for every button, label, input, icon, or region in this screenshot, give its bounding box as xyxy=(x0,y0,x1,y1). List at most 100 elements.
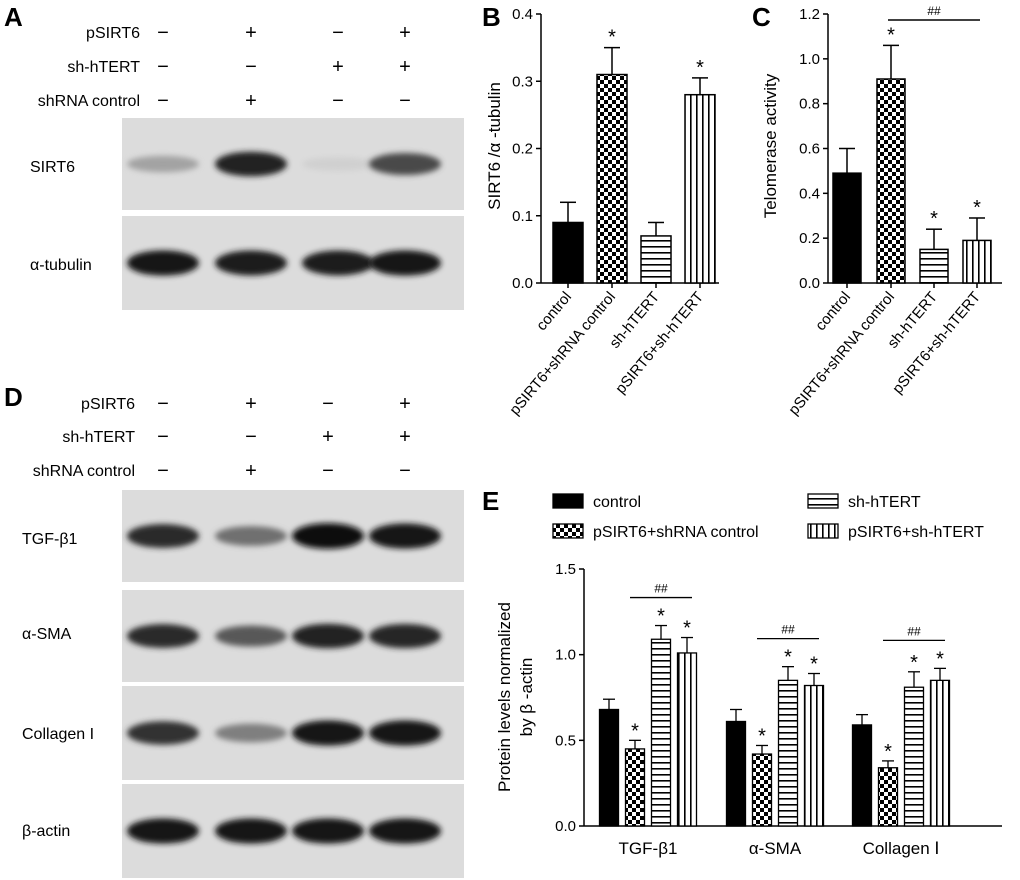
blot-sign: + xyxy=(399,426,411,448)
blot-sign: − xyxy=(157,393,169,415)
blot-bottom-band-label: TGF-β1 xyxy=(22,531,78,548)
blot-sign: − xyxy=(157,56,169,78)
x-tick-label: α-SMA xyxy=(749,839,802,858)
blot-band xyxy=(215,818,287,844)
blot-bottom-row-label: pSIRT6 xyxy=(81,396,135,413)
bar xyxy=(684,93,716,284)
chart-sirt6-ratio: SIRT6 /α -tubulin 0.0 0.1 0.2 0.3 0.4 control… xyxy=(485,6,719,418)
blot-band xyxy=(302,157,374,171)
blot-band xyxy=(292,523,364,549)
bar xyxy=(851,724,873,827)
blot-bottom-row-label: sh-hTERT xyxy=(62,429,135,446)
blot-sign: − xyxy=(157,426,169,448)
legend-label: sh-hTERT xyxy=(848,494,921,511)
bar xyxy=(919,248,949,284)
bar xyxy=(598,708,620,827)
blot-bottom-row-label: shRNA control xyxy=(33,463,135,480)
chart-e-ylabel-line1: Protein levels normalized xyxy=(495,602,514,792)
legend-swatch xyxy=(807,523,839,539)
y-tick-label: 0.0 xyxy=(799,275,820,292)
significance-star: * xyxy=(657,606,665,628)
x-tick-label: TGF-β1 xyxy=(619,839,678,858)
significance-star: * xyxy=(758,725,766,747)
blot-sign: + xyxy=(245,90,257,112)
bar xyxy=(876,78,906,284)
y-tick-label: 0.4 xyxy=(799,185,820,202)
y-tick-label: 0.2 xyxy=(799,230,820,247)
blot-top-row-label: shRNA control xyxy=(38,93,140,110)
chart-protein-levels: Protein levels normalized by β -actin 0.… xyxy=(495,493,1002,858)
blot-band xyxy=(369,720,441,746)
legend-label: pSIRT6+sh-hTERT xyxy=(848,524,984,541)
y-tick-label: 1.0 xyxy=(555,647,576,664)
significance-star: * xyxy=(884,741,892,763)
y-tick-label: 1.0 xyxy=(799,51,820,68)
bar xyxy=(650,638,672,827)
bar xyxy=(803,684,825,827)
blot-sign: + xyxy=(245,393,257,415)
blot-bottom-band-label: α-SMA xyxy=(22,626,72,643)
bar xyxy=(929,679,951,827)
blot-band xyxy=(302,250,374,276)
blot-sign: − xyxy=(322,393,334,415)
panel-label-a: A xyxy=(4,2,23,32)
blot-band xyxy=(127,818,199,844)
blot-sign: + xyxy=(332,56,344,78)
x-tick-label: Collagen Ⅰ xyxy=(863,839,940,858)
blot-band xyxy=(127,524,199,548)
y-tick-label: 1.5 xyxy=(555,561,576,578)
blot-sign: + xyxy=(399,393,411,415)
chart-c-ylabel: Telomerase activity xyxy=(761,73,780,218)
y-tick-label: 0.5 xyxy=(555,732,576,749)
significance-bracket-label: ## xyxy=(927,4,941,18)
blot-sign: − xyxy=(157,90,169,112)
blot-band xyxy=(215,625,287,647)
significance-bracket-label: ## xyxy=(654,582,668,596)
significance-star: * xyxy=(683,618,691,640)
blot-sign: + xyxy=(245,460,257,482)
blot-sign: − xyxy=(399,90,411,112)
y-tick-label: 0.0 xyxy=(555,818,576,835)
significance-star: * xyxy=(631,720,639,742)
blot-sign: − xyxy=(399,460,411,482)
bar xyxy=(596,73,628,284)
blot-sign: + xyxy=(399,56,411,78)
significance-star: * xyxy=(930,208,938,230)
panel-label-e: E xyxy=(482,486,499,516)
x-tick-label: control xyxy=(533,289,575,334)
significance-star: * xyxy=(696,57,704,79)
western-blot-bottom: pSIRT6 sh-hTERT shRNA control TGF-β1 α-S… xyxy=(22,393,464,878)
blot-band xyxy=(369,250,441,276)
bar xyxy=(962,239,992,284)
y-tick-label: 0.4 xyxy=(512,6,533,23)
blot-top-band-label: α-tubulin xyxy=(30,257,92,274)
blot-sign: − xyxy=(332,22,344,44)
blot-band xyxy=(292,818,364,844)
blot-top-row-label: pSIRT6 xyxy=(86,25,140,42)
bar xyxy=(777,679,799,827)
bar xyxy=(751,753,773,827)
blot-sign: − xyxy=(245,426,257,448)
y-tick-label: 0.1 xyxy=(512,208,533,225)
legend-label: pSIRT6+shRNA control xyxy=(593,524,759,541)
blot-sign: − xyxy=(157,460,169,482)
bar xyxy=(903,686,925,827)
blot-band xyxy=(292,720,364,746)
blot-band xyxy=(127,155,199,173)
panel-label-b: B xyxy=(482,2,501,32)
significance-star: * xyxy=(910,652,918,674)
blot-sign: + xyxy=(245,22,257,44)
blot-sign: − xyxy=(157,22,169,44)
x-tick-label: control xyxy=(812,289,854,334)
blot-band xyxy=(215,526,287,546)
blot-band xyxy=(369,152,441,176)
chart-e-ylabel-line2: by β -actin xyxy=(517,658,536,737)
significance-bracket-label: ## xyxy=(907,624,921,638)
bar xyxy=(877,767,899,827)
bar xyxy=(624,748,646,827)
bar xyxy=(640,235,672,284)
blot-band xyxy=(215,151,287,177)
bar xyxy=(676,652,698,827)
blot-band xyxy=(215,723,287,743)
